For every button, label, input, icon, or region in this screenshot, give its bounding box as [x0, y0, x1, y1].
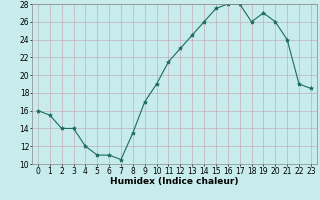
X-axis label: Humidex (Indice chaleur): Humidex (Indice chaleur) — [110, 177, 239, 186]
